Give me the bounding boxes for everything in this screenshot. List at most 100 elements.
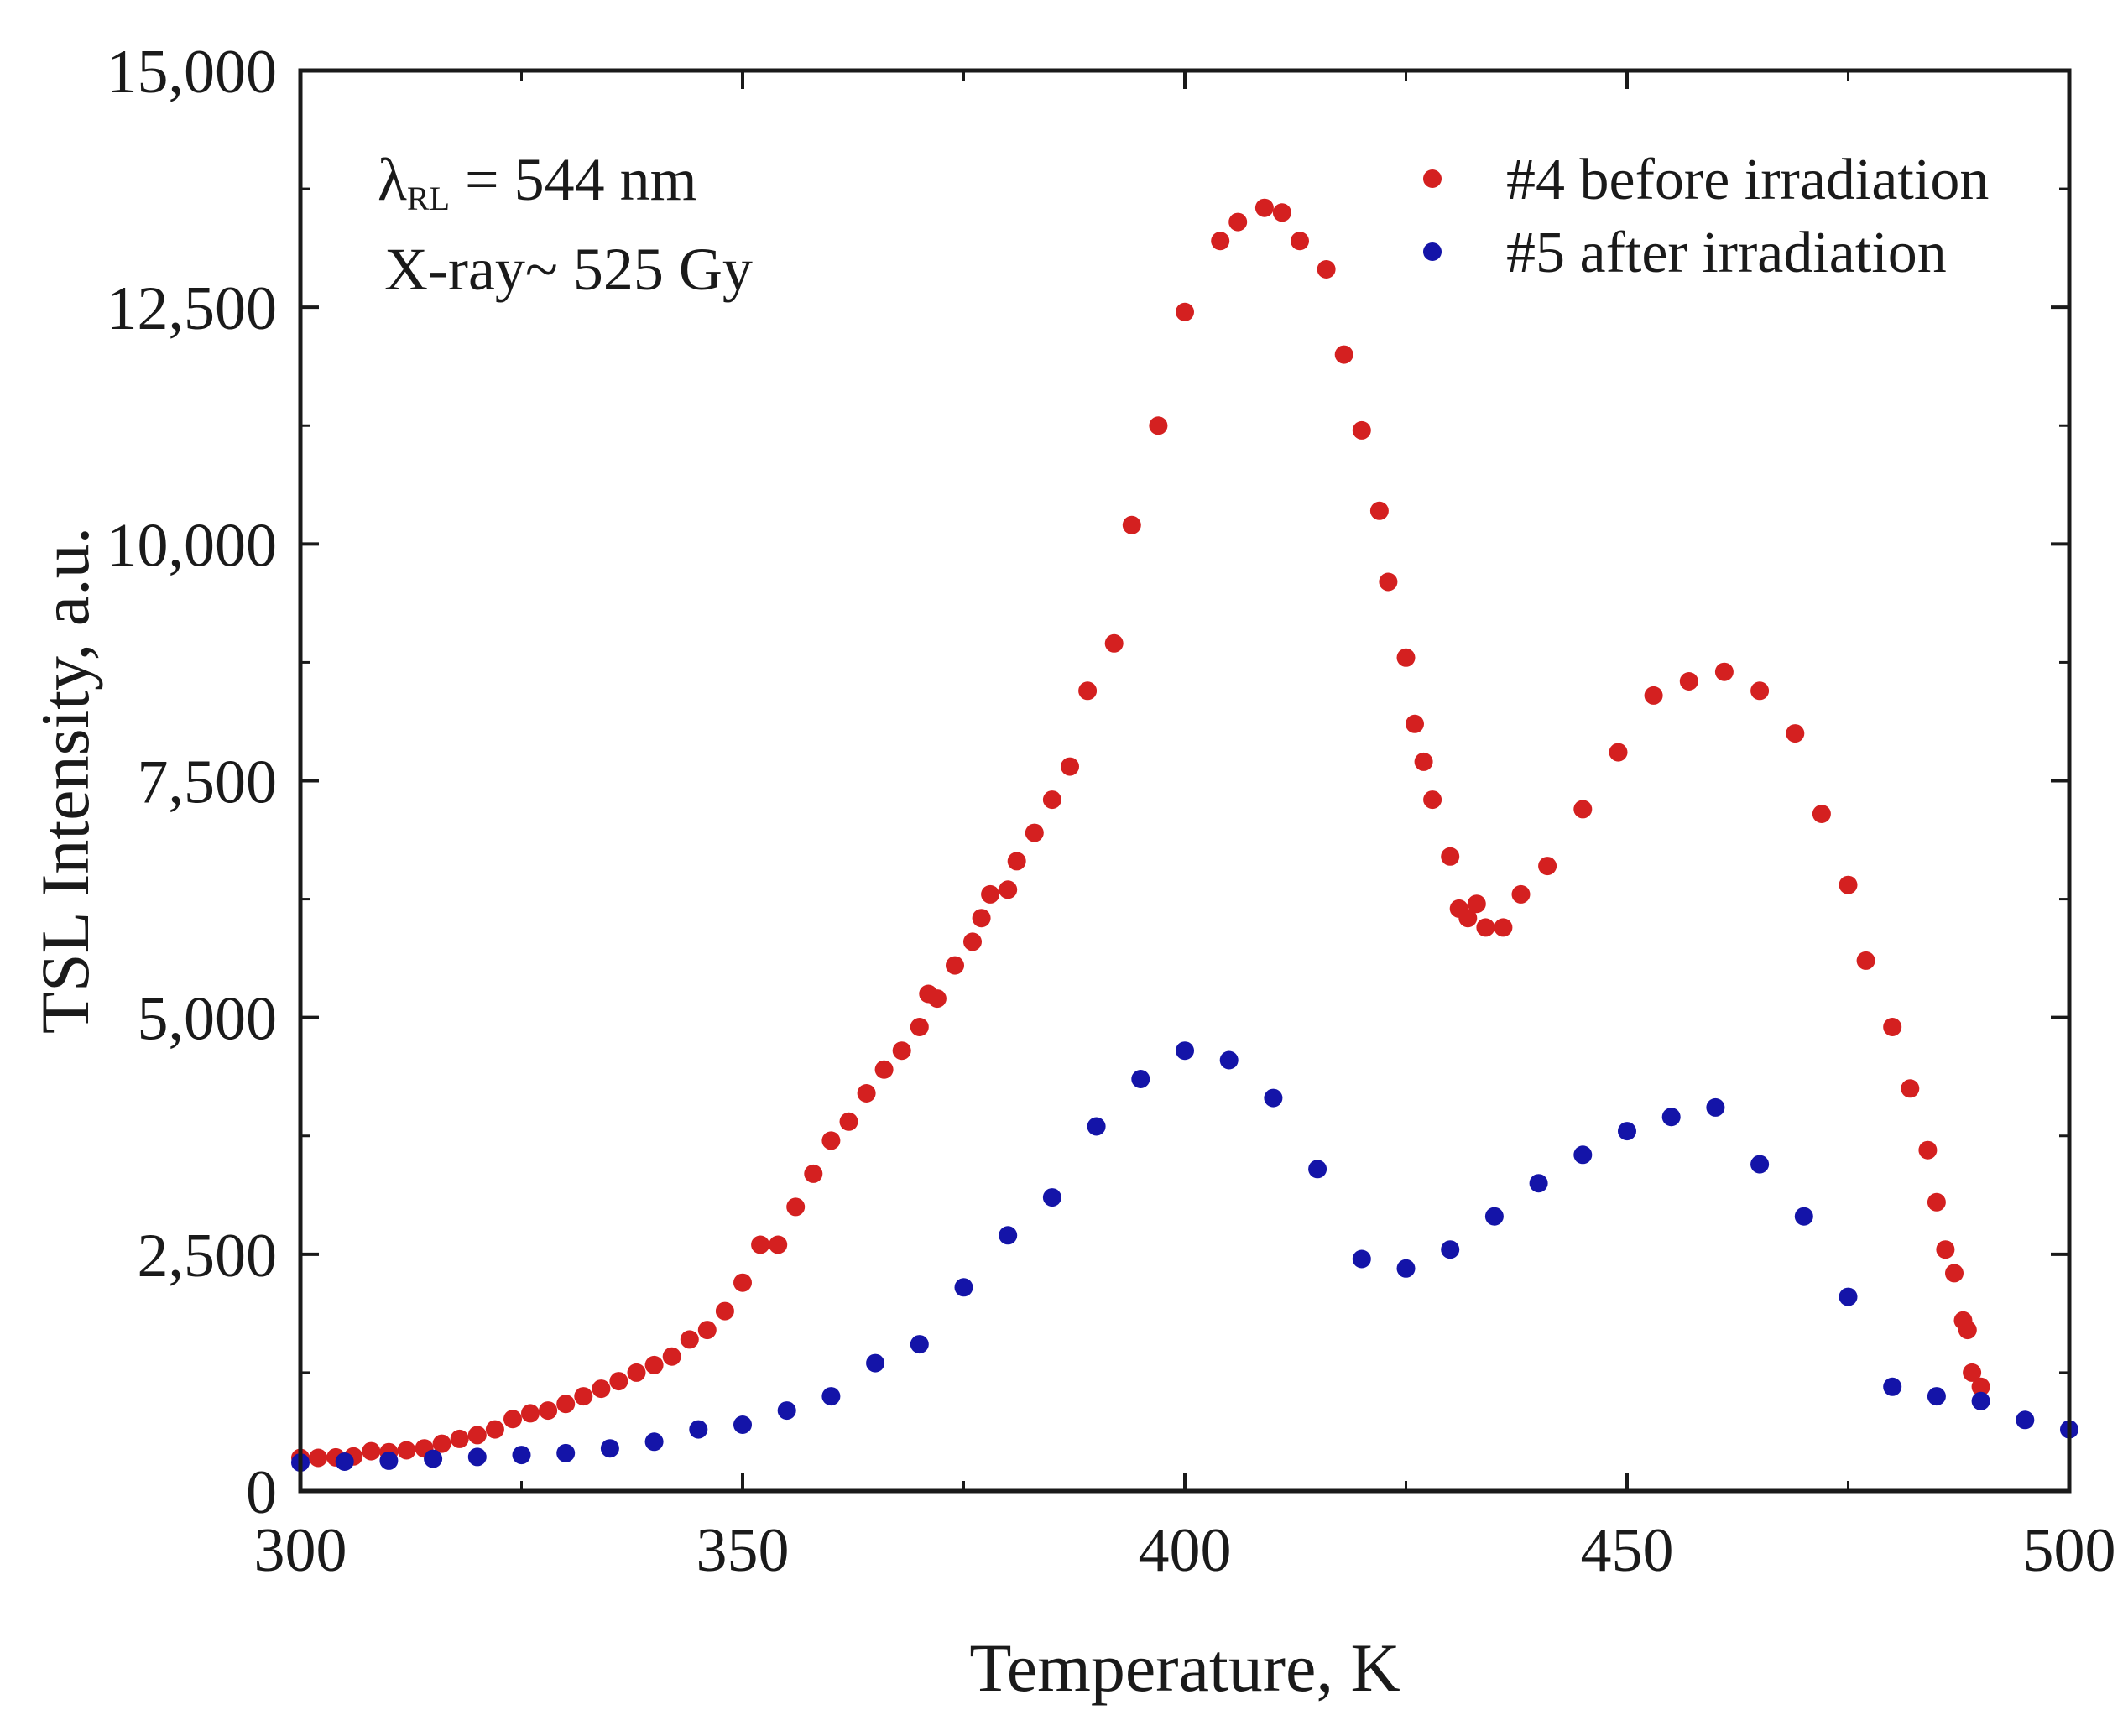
data-point (1176, 1041, 1194, 1061)
y-tick-label: 2,500 (138, 1222, 278, 1290)
data-point (1042, 1188, 1061, 1207)
data-point (662, 1347, 681, 1366)
data-point (1211, 232, 1230, 251)
legend-marker-before (1423, 169, 1442, 188)
data-point (2016, 1410, 2035, 1430)
data-point (821, 1131, 841, 1150)
y-axis-title: TSL Intensity, a.u. (27, 527, 103, 1034)
data-point (697, 1321, 717, 1340)
data-point (1958, 1321, 1977, 1340)
data-point (1176, 302, 1194, 321)
data-point (1104, 633, 1124, 653)
annotation-dose: X-ray~ 525 Gy (384, 236, 753, 303)
lambda-symbol: λ (378, 146, 407, 213)
x-axis-ticks: 300 350 400 450 500 (254, 70, 2116, 1585)
data-point (1308, 1160, 1327, 1179)
data-point (335, 1452, 354, 1471)
data-point (1423, 790, 1442, 810)
data-point (1396, 648, 1416, 667)
data-point (1272, 203, 1291, 222)
data-point (1609, 743, 1628, 762)
data-point (1839, 1287, 1858, 1306)
data-point (874, 1060, 894, 1079)
data-point (1406, 714, 1424, 733)
data-point (1661, 1108, 1681, 1127)
x-tick-label: 300 (254, 1516, 347, 1585)
data-point (1794, 1207, 1813, 1226)
data-point (521, 1404, 540, 1423)
data-point (1901, 1079, 1920, 1098)
data-point (1511, 884, 1531, 904)
data-point (1254, 198, 1274, 217)
data-point (715, 1301, 734, 1321)
data-point (1264, 1088, 1283, 1108)
data-point (1750, 681, 1770, 701)
data-point (1927, 1387, 1946, 1406)
data-point (379, 1451, 399, 1470)
y-tick-label: 10,000 (107, 511, 278, 580)
data-point (1538, 857, 1557, 876)
data-point (1025, 823, 1044, 842)
data-point (309, 1448, 328, 1468)
legend-marker-after (1423, 242, 1442, 261)
data-point (503, 1410, 522, 1429)
data-point (1087, 1117, 1106, 1136)
y-tick-label: 0 (246, 1458, 277, 1527)
data-point (1706, 1097, 1725, 1117)
data-point (467, 1447, 487, 1467)
data-point (1936, 1240, 1955, 1259)
data-point (1352, 420, 1371, 440)
data-point (910, 1335, 929, 1354)
data-point (362, 1441, 381, 1461)
data-point (999, 880, 1018, 899)
data-point (1352, 1249, 1371, 1269)
data-point (1131, 1070, 1150, 1088)
data-point (1971, 1377, 1990, 1396)
data-point (1061, 757, 1079, 776)
data-point (910, 1018, 929, 1036)
data-point (866, 1353, 885, 1373)
x-axis-title: Temperature, K (969, 1629, 1400, 1706)
data-point (972, 909, 991, 928)
data-point (450, 1429, 469, 1448)
y-axis-ticks: 0 2,500 5,000 7,500 10,000 12,500 15,000 (107, 38, 2069, 1527)
data-point (592, 1379, 611, 1399)
data-point (1441, 1240, 1460, 1259)
annotation-block: λRL = 544 nm X-ray~ 525 Gy (378, 146, 753, 303)
data-point (680, 1330, 699, 1349)
data-point (1529, 1174, 1548, 1193)
legend-label-before: #4 before irradiation (1506, 148, 1989, 212)
data-point (397, 1441, 416, 1460)
data-point (1856, 951, 1875, 970)
data-point (963, 932, 982, 951)
data-point (1291, 232, 1309, 251)
data-point (1918, 1140, 1938, 1160)
data-point (1007, 852, 1026, 871)
data-point (1122, 515, 1141, 534)
y-tick-label: 7,500 (138, 748, 278, 817)
data-point (1476, 918, 1495, 937)
legend-label-after: #5 after irradiation (1506, 221, 1947, 285)
data-point (1573, 800, 1593, 819)
data-point (804, 1164, 823, 1183)
data-point (609, 1372, 628, 1391)
data-point (1396, 1259, 1416, 1278)
data-point (786, 1197, 806, 1217)
data-point (777, 1401, 796, 1421)
y-tick-label: 12,500 (107, 274, 278, 343)
data-point (1618, 1122, 1636, 1141)
data-point (1042, 790, 1061, 810)
legend: #4 before irradiation #5 after irradiati… (1401, 138, 2014, 294)
lambda-subscript: RL (407, 180, 450, 217)
data-point (999, 1226, 1018, 1245)
x-tick-label: 400 (1139, 1516, 1232, 1585)
data-point (769, 1235, 788, 1254)
data-point (751, 1235, 770, 1254)
data-point (1573, 1145, 1593, 1165)
data-point (892, 1041, 911, 1061)
data-point (1971, 1391, 1990, 1410)
data-point (1883, 1377, 1902, 1396)
plot-area (291, 198, 2078, 1473)
data-point (1441, 847, 1460, 866)
